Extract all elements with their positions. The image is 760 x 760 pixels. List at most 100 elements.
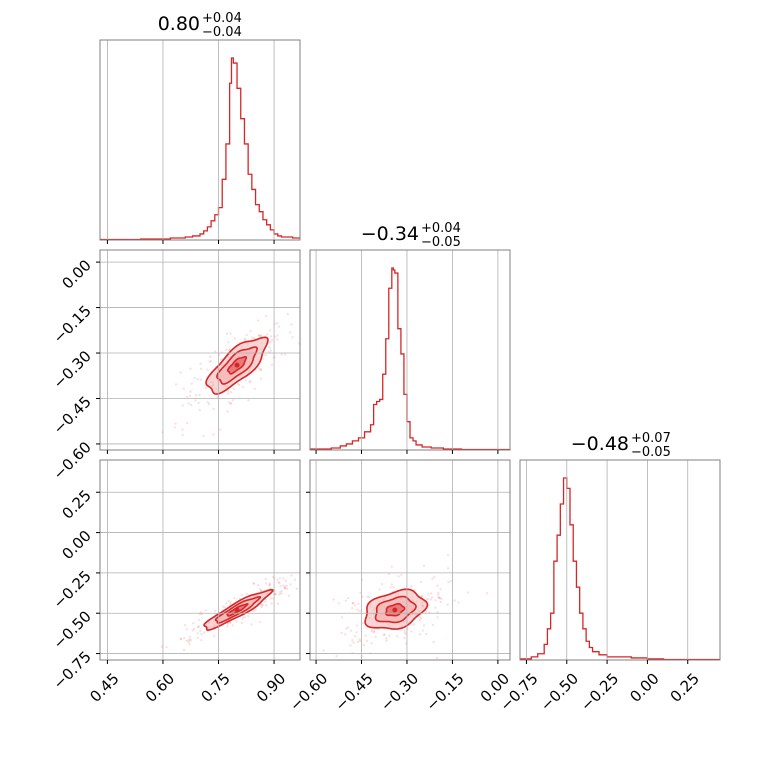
- scatter-point: [181, 428, 184, 431]
- scatter-point: [229, 602, 232, 605]
- scatter-point: [237, 382, 240, 385]
- x-tick-label: 0.75: [197, 670, 233, 706]
- x-tick-label: −0.15: [422, 670, 467, 715]
- scatter-point: [404, 632, 407, 636]
- scatter-point: [219, 428, 222, 431]
- scatter-point: [422, 564, 426, 567]
- y-tick-label: 0.00: [58, 256, 94, 292]
- scatter-point: [277, 325, 281, 328]
- scatter-point: [430, 596, 434, 599]
- scatter-point: [212, 407, 215, 411]
- scatter-point: [449, 579, 453, 583]
- scatter-point: [355, 624, 359, 627]
- scatter-point: [196, 378, 199, 381]
- scatter-point: [425, 632, 428, 636]
- scatter-point: [187, 641, 190, 644]
- scatter-point: [190, 382, 193, 385]
- scatter-point: [268, 346, 271, 349]
- scatter-point: [392, 585, 395, 589]
- scatter-point: [396, 635, 399, 638]
- scatter-point: [380, 582, 384, 586]
- scatter-point: [188, 643, 191, 646]
- x-tick-label: 0.25: [667, 670, 703, 706]
- title-param-2: −0.48 +0.07 −0.05: [571, 431, 671, 460]
- scatter-point: [283, 587, 286, 590]
- scatter-point: [359, 591, 362, 594]
- scatter-point: [229, 621, 232, 624]
- scatter-point: [200, 633, 203, 636]
- scatter-frame-2: [309, 459, 511, 661]
- scatter-point: [485, 592, 489, 595]
- scatter-point: [438, 597, 441, 600]
- scatter-point: [370, 628, 373, 631]
- scatter-point: [290, 574, 293, 577]
- scatter-point: [374, 635, 377, 639]
- title-param-0: 0.80 +0.04 −0.04: [158, 11, 242, 40]
- scatter-point: [227, 341, 230, 344]
- scatter-point: [279, 591, 282, 594]
- scatter-point: [286, 312, 289, 316]
- scatter-point: [290, 323, 293, 326]
- title-param-2-plus: +0.07: [631, 431, 671, 446]
- scatter-point: [227, 392, 230, 395]
- title-param-1-minus: −0.05: [421, 235, 461, 250]
- scatter-point: [400, 573, 403, 576]
- scatter-point: [200, 639, 203, 642]
- scatter-point: [313, 580, 315, 582]
- scatter-point: [283, 586, 287, 590]
- scatter-point: [438, 596, 441, 600]
- scatter-point: [243, 337, 246, 340]
- scatter-point: [241, 617, 244, 620]
- scatter-point: [238, 383, 241, 387]
- y-tick-label: −0.15: [50, 302, 95, 347]
- scatter-point: [179, 637, 183, 640]
- scatter-point: [390, 583, 393, 586]
- x-tick-label: −0.30: [377, 670, 422, 715]
- scatter-point: [264, 314, 268, 318]
- scatter-point: [227, 389, 230, 393]
- scatter-point: [420, 594, 424, 598]
- scatter-point: [225, 602, 228, 605]
- scatter-point: [353, 604, 357, 607]
- scatter-point: [436, 584, 439, 587]
- scatter-point: [258, 587, 261, 591]
- scatter-point: [427, 593, 430, 596]
- scatter-point: [196, 632, 199, 635]
- scatter-point: [233, 596, 236, 600]
- scatter-point: [248, 380, 252, 383]
- scatter-point: [213, 609, 217, 612]
- scatter-point: [204, 387, 207, 390]
- scatter-point: [268, 582, 271, 585]
- scatter-point: [227, 599, 230, 602]
- scatter-point: [276, 578, 279, 582]
- scatter-point: [419, 580, 422, 584]
- scatter-point: [202, 434, 205, 438]
- scatter-point: [383, 633, 386, 636]
- scatter-point: [410, 630, 413, 633]
- scatter-point: [260, 589, 263, 592]
- scatter-point: [280, 592, 283, 595]
- y-tick-label: −0.50: [50, 607, 95, 652]
- scatter-point: [278, 581, 281, 585]
- scatter-point: [436, 656, 439, 660]
- scatter-points-0: [161, 312, 300, 450]
- scatter-point: [182, 637, 186, 640]
- scatter-point: [189, 367, 192, 370]
- title-param-1-value: −0.34: [361, 223, 419, 245]
- scatter-point: [207, 402, 210, 406]
- scatter-point: [427, 597, 430, 601]
- scatter-point: [229, 621, 232, 624]
- scatter-point: [437, 593, 440, 596]
- scatter-point: [322, 560, 324, 562]
- scatter-point: [446, 553, 450, 557]
- hist-panel-2: [520, 477, 720, 661]
- scatter-point: [264, 598, 268, 601]
- scatter-point: [397, 575, 400, 578]
- scatter-point: [264, 577, 267, 581]
- scatter-point: [432, 640, 435, 644]
- title-param-1-plus: +0.04: [421, 221, 461, 236]
- scatter-point: [276, 322, 279, 325]
- y-tick-label: −0.60: [50, 438, 95, 483]
- scatter-point: [406, 627, 409, 630]
- scatter-point: [210, 360, 213, 363]
